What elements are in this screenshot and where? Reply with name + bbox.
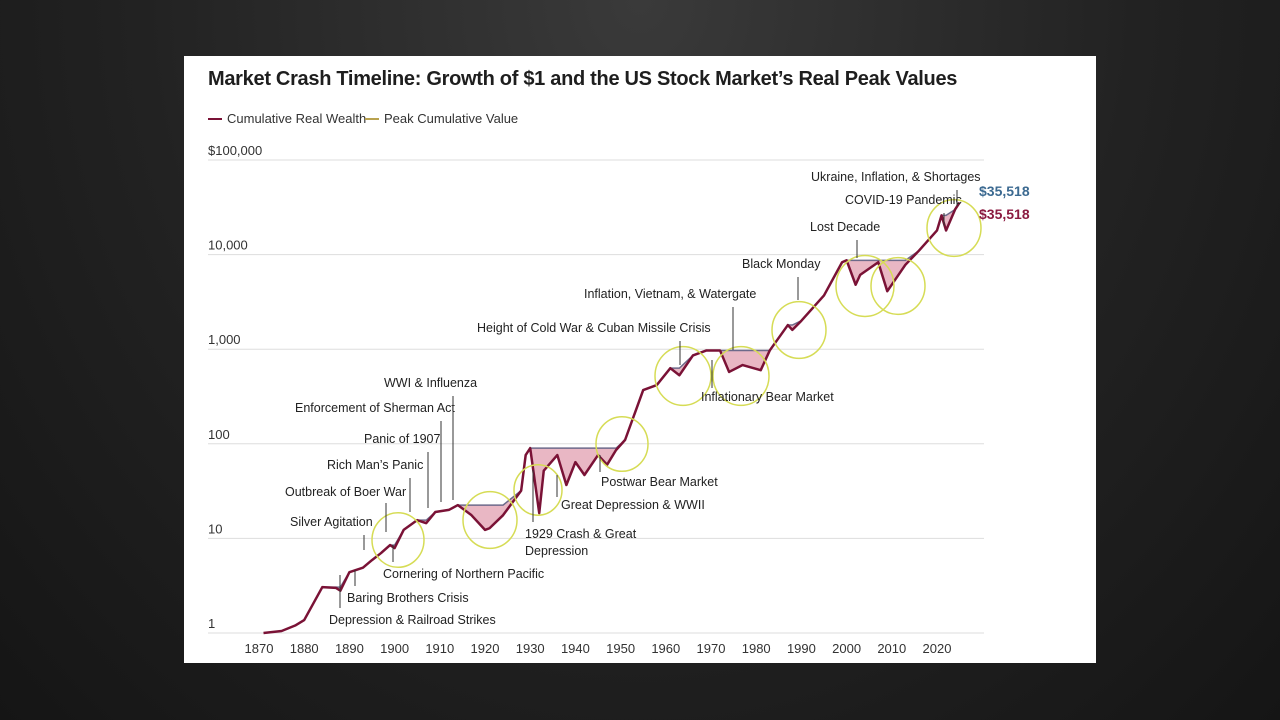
highlight-circle <box>371 511 425 569</box>
annotation-label: 1929 Crash & Great <box>525 527 637 541</box>
legend-swatch-wealth <box>208 117 222 120</box>
annotation-label: Inflation, Vietnam, & Watergate <box>584 287 756 301</box>
x-tick-label: 1920 <box>471 641 500 656</box>
chart-card: Market Crash Timeline: Growth of $1 and … <box>184 56 1096 663</box>
x-tick-label: 1900 <box>380 641 409 656</box>
annotation-label: COVID-19 Pandemic <box>845 193 962 207</box>
end-value-peak: $35,518 <box>979 183 1030 199</box>
x-tick-label: 1930 <box>516 641 545 656</box>
annotation-label: Great Depression & WWII <box>561 498 705 512</box>
annotation-label: Height of Cold War & Cuban Missile Crisi… <box>477 321 711 335</box>
chart-plot: 1 10 100 1,000 10,000 $100,000 1870 1880 1890 190… <box>208 143 1030 656</box>
annotation-label: WWI & Influenza <box>384 376 477 390</box>
x-tick-label: 1980 <box>742 641 771 656</box>
highlight-circle <box>835 254 895 318</box>
chart-title: Market Crash Timeline: Growth of $1 and … <box>208 68 958 90</box>
annotation-label: Inflationary Bear Market <box>701 390 834 404</box>
annotation-label: Depression <box>525 544 588 558</box>
x-tick-label: 1870 <box>245 641 274 656</box>
annotation-label: Depression & Railroad Strikes <box>329 613 496 627</box>
drawdown-area <box>263 202 960 633</box>
y-tick-label: 10 <box>208 521 222 536</box>
annotation-label: Silver Agitation <box>290 515 373 529</box>
x-tick-label: 2010 <box>877 641 906 656</box>
x-tick-label: 1890 <box>335 641 364 656</box>
annotation-label: Lost Decade <box>810 220 880 234</box>
highlight-circle <box>712 345 770 407</box>
annotation-label: Outbreak of Boer War <box>285 485 406 499</box>
legend-swatch-peak <box>365 117 379 120</box>
x-tick-label: 2020 <box>923 641 952 656</box>
x-tick-label: 2000 <box>832 641 861 656</box>
y-tick-label: 10,000 <box>208 238 248 253</box>
highlight-circle <box>654 345 712 407</box>
x-tick-label: 1960 <box>651 641 680 656</box>
y-tick-label: $100,000 <box>208 143 262 158</box>
highlight-circle <box>870 256 926 316</box>
legend-item-wealth: Cumulative Real Wealth <box>208 111 366 126</box>
highlight-circle <box>513 464 563 516</box>
legend-label-wealth: Cumulative Real Wealth <box>227 111 367 126</box>
annotation-label: Ukraine, Inflation, & Shortages <box>811 170 981 184</box>
y-tick-label: 100 <box>208 427 230 442</box>
wealth-line <box>263 201 961 635</box>
x-tick-label: 1970 <box>697 641 726 656</box>
highlight-circle <box>462 490 518 550</box>
end-value-wealth: $35,518 <box>979 206 1030 222</box>
annotation-label: Panic of 1907 <box>364 432 440 446</box>
legend-label-peak: Peak Cumulative Value <box>384 111 519 126</box>
highlight-circle <box>926 198 982 258</box>
annotation-label: Cornering of Northern Pacific <box>383 567 544 581</box>
legend-item-peak: Peak Cumulative Value <box>365 111 518 126</box>
x-tick-label: 1990 <box>787 641 816 656</box>
annotation-label: Baring Brothers Crisis <box>347 591 469 605</box>
x-tick-label: 1880 <box>290 641 319 656</box>
highlight-circle <box>771 300 827 360</box>
annotation-label: Black Monday <box>742 257 821 271</box>
highlight-circle <box>595 415 649 473</box>
y-tick-label: 1,000 <box>208 332 241 347</box>
x-tick-label: 1940 <box>561 641 590 656</box>
annotation-label: Enforcement of Sherman Act <box>295 401 455 415</box>
x-tick-label: 1950 <box>606 641 635 656</box>
x-tick-label: 1910 <box>425 641 454 656</box>
y-tick-label: 1 <box>208 616 215 631</box>
annotation-label: Rich Man’s Panic <box>327 458 423 472</box>
annotation-label: Postwar Bear Market <box>601 475 718 489</box>
